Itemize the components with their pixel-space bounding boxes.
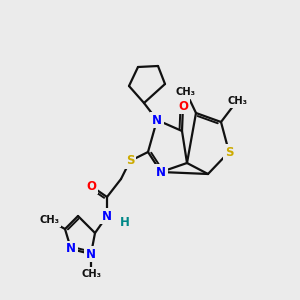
Text: N: N bbox=[66, 242, 76, 256]
Text: O: O bbox=[178, 100, 188, 112]
Text: N: N bbox=[152, 113, 162, 127]
Text: S: S bbox=[126, 154, 134, 167]
Text: CH₃: CH₃ bbox=[81, 269, 101, 279]
Text: CH₃: CH₃ bbox=[227, 96, 247, 106]
Text: H: H bbox=[120, 215, 130, 229]
Text: O: O bbox=[86, 179, 96, 193]
Text: N: N bbox=[156, 166, 166, 178]
Text: CH₃: CH₃ bbox=[176, 87, 196, 97]
Text: N: N bbox=[86, 248, 96, 260]
Text: N: N bbox=[102, 209, 112, 223]
Text: S: S bbox=[225, 146, 233, 158]
Text: CH₃: CH₃ bbox=[39, 215, 59, 225]
